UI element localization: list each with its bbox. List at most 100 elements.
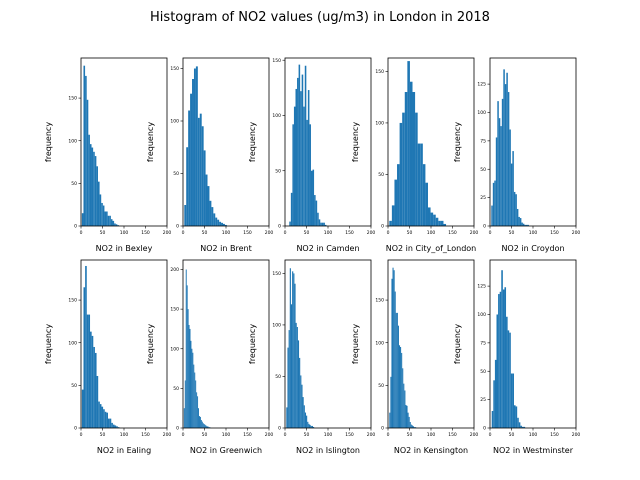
histogram-bar xyxy=(300,375,302,428)
histogram-bar xyxy=(103,409,105,428)
histogram-bar xyxy=(99,194,102,226)
y-tick-label: 50 xyxy=(173,171,179,177)
x-axis-label: NO2 in Brent xyxy=(200,244,251,253)
histogram-bar xyxy=(309,124,311,226)
histogram-bar xyxy=(295,88,298,226)
histogram-bar xyxy=(307,90,310,226)
histogram-bar xyxy=(521,222,523,226)
histogram-bar xyxy=(402,368,404,428)
histogram-bar xyxy=(506,72,508,226)
y-tick-label: 100 xyxy=(272,323,281,329)
y-tick-label: 100 xyxy=(170,346,179,352)
y-tick-label: 0 xyxy=(483,426,486,432)
histogram-bar xyxy=(221,222,223,226)
x-tick-label: 200 xyxy=(265,432,274,438)
histogram-bar xyxy=(412,426,415,428)
histogram-bar xyxy=(443,223,447,226)
histogram-bar xyxy=(513,405,516,428)
histogram-bar xyxy=(510,163,513,226)
y-tick-label: 0 xyxy=(483,224,486,230)
histogram-bar xyxy=(295,322,297,428)
histogram-bar xyxy=(195,380,197,428)
histogram-bar xyxy=(213,213,216,226)
histogram-bar xyxy=(310,170,313,226)
y-axis-label: frequency xyxy=(351,324,360,364)
histogram-bar xyxy=(401,352,403,428)
histogram-bar xyxy=(524,224,526,226)
x-tick-label: 200 xyxy=(367,432,376,438)
histogram-bar xyxy=(292,271,294,428)
histogram-bar xyxy=(108,418,110,428)
y-tick-label: 0 xyxy=(74,426,77,432)
histogram-bar xyxy=(306,119,308,226)
histogram-bar xyxy=(289,221,291,226)
histogram-bar xyxy=(106,211,108,226)
histogram-bar xyxy=(115,224,118,226)
histogram-bar xyxy=(310,425,312,428)
y-tick-label: 100 xyxy=(375,121,384,127)
histogram-bar xyxy=(403,383,405,428)
y-tick-label: 50 xyxy=(173,386,179,392)
histogram-bar xyxy=(516,208,519,226)
histogram-bar xyxy=(193,364,195,428)
histogram-bar xyxy=(298,64,301,226)
histogram-bar xyxy=(86,99,89,226)
histogram-bar xyxy=(405,404,407,428)
histogram-bar xyxy=(304,412,307,428)
y-tick-label: 0 xyxy=(278,224,281,230)
histogram-bar xyxy=(104,411,107,428)
y-tick-label: 0 xyxy=(74,224,77,230)
histogram-bar xyxy=(408,416,410,428)
histogram-bar xyxy=(199,416,201,428)
y-tick-label: 50 xyxy=(378,383,384,389)
y-tick-label: 50 xyxy=(275,168,281,174)
histogram-bar xyxy=(407,61,410,227)
y-tick-label: 150 xyxy=(375,298,384,304)
x-tick-label: 100 xyxy=(529,230,538,236)
histogram-bar xyxy=(402,112,405,226)
histogram-bar xyxy=(510,373,513,428)
y-axis-label: frequency xyxy=(146,324,155,364)
y-tick-label: 125 xyxy=(477,284,486,290)
x-tick-label: 100 xyxy=(120,432,129,438)
y-tick-label: 50 xyxy=(71,181,77,187)
y-tick-label: 50 xyxy=(480,167,486,173)
histogram-bar xyxy=(495,137,498,226)
histogram-bar xyxy=(192,79,194,226)
histogram-bar xyxy=(195,66,198,227)
histogram-bar xyxy=(409,422,411,428)
histogram-bar xyxy=(290,192,293,226)
y-tick-label: 0 xyxy=(278,426,281,432)
histogram-bar xyxy=(315,200,318,226)
histogram-bar xyxy=(312,426,315,428)
histogram-bar xyxy=(415,112,418,226)
x-tick-label: 200 xyxy=(163,432,172,438)
histogram-bar xyxy=(503,69,505,226)
histogram-bar xyxy=(85,75,87,226)
y-tick-label: 0 xyxy=(381,426,384,432)
histogram-bar xyxy=(396,312,398,428)
histogram-bar xyxy=(417,143,421,226)
histogram-bar xyxy=(203,424,205,428)
y-tick-label: 100 xyxy=(272,113,281,119)
histogram-bar xyxy=(415,427,417,428)
y-axis-label: frequency xyxy=(248,324,257,364)
histogram-bar xyxy=(397,325,399,428)
x-tick-label: 200 xyxy=(470,432,479,438)
histogram-bar xyxy=(293,106,296,226)
histogram-bar xyxy=(312,169,315,226)
histogram-panel: 0 50 100 150 200 0 50 100 150 NO2 in Kensington fr… xyxy=(351,259,479,455)
histogram-bar xyxy=(389,412,391,428)
histogram-bar xyxy=(81,389,84,428)
y-tick-label: 100 xyxy=(68,340,77,346)
histogram-bar xyxy=(390,376,392,428)
x-tick-label: 100 xyxy=(222,230,231,236)
histogram-bar xyxy=(107,215,110,226)
histogram-bar xyxy=(96,375,99,428)
histogram-bar xyxy=(112,220,115,226)
histogram-panel: 0 50 100 150 200 0 50 100 150 200 NO2 in Greenwich… xyxy=(146,259,274,455)
histogram-bar xyxy=(410,424,412,428)
x-tick-label: 50 xyxy=(304,432,310,438)
y-tick-label: 100 xyxy=(375,340,384,346)
x-axis-label: NO2 in Camden xyxy=(296,244,359,253)
